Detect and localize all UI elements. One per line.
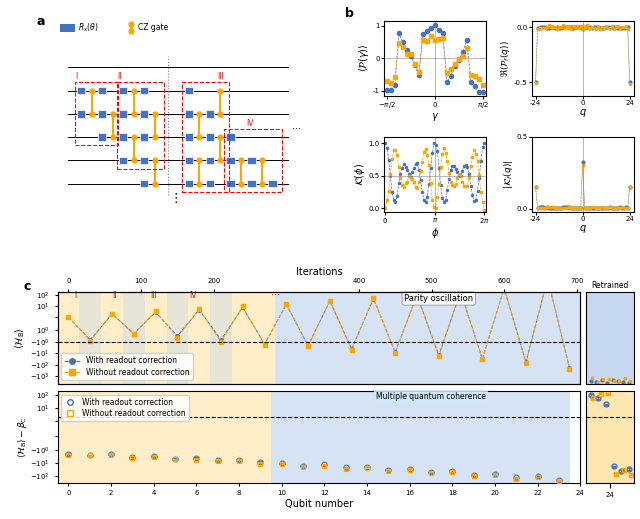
- Bar: [119, 133, 127, 141]
- Y-axis label: $\langle\mathcal{P}(\gamma)\rangle$: $\langle\mathcal{P}(\gamma)\rangle$: [357, 44, 371, 73]
- Bar: [166, 292, 188, 384]
- Bar: [119, 157, 127, 164]
- Text: I: I: [74, 291, 76, 299]
- Bar: [210, 292, 232, 384]
- Text: c: c: [24, 280, 31, 293]
- Text: Multiple quantum coherence: Multiple quantum coherence: [376, 392, 486, 401]
- Text: III: III: [150, 291, 157, 299]
- Bar: [275, 292, 580, 384]
- Text: IV: IV: [189, 291, 196, 299]
- X-axis label: Qubit number: Qubit number: [285, 499, 353, 509]
- Bar: [119, 110, 127, 118]
- Text: ···: ···: [271, 290, 280, 299]
- Bar: [227, 180, 235, 187]
- Text: CZ gate: CZ gate: [138, 23, 168, 33]
- Bar: [140, 110, 148, 118]
- Text: III: III: [218, 72, 224, 81]
- Y-axis label: $\langle\mathcal{H}_\mathrm{B}\rangle - \beta_\mathrm{C}$: $\langle\mathcal{H}_\mathrm{B}\rangle - …: [16, 416, 29, 458]
- Bar: [119, 87, 127, 94]
- Bar: [60, 23, 75, 32]
- Bar: [205, 180, 214, 187]
- Text: IV: IV: [246, 119, 254, 128]
- Bar: [77, 110, 85, 118]
- Y-axis label: $|\mathcal{K}_f(q)|$: $|\mathcal{K}_f(q)|$: [502, 159, 515, 189]
- Bar: [77, 87, 85, 94]
- Text: ⋮: ⋮: [170, 193, 182, 206]
- X-axis label: Iterations: Iterations: [296, 267, 342, 277]
- Bar: [98, 133, 106, 141]
- Bar: [227, 133, 235, 141]
- Text: II: II: [112, 291, 116, 299]
- Bar: [205, 133, 214, 141]
- Y-axis label: $\mathcal{K}(\phi)$: $\mathcal{K}(\phi)$: [353, 162, 367, 186]
- Bar: [227, 157, 235, 164]
- Bar: [98, 87, 106, 94]
- X-axis label: $q$: $q$: [579, 223, 586, 235]
- Bar: [271, 391, 570, 483]
- Text: II: II: [117, 72, 122, 81]
- X-axis label: $\gamma$: $\gamma$: [431, 111, 439, 123]
- Bar: [140, 87, 148, 94]
- Bar: [248, 157, 256, 164]
- Bar: [123, 292, 145, 384]
- Text: $R_x(\theta)$: $R_x(\theta)$: [78, 22, 99, 34]
- X-axis label: $\phi$: $\phi$: [431, 226, 439, 240]
- Y-axis label: $\langle\mathcal{H}_\mathrm{B}\rangle$: $\langle\mathcal{H}_\mathrm{B}\rangle$: [13, 327, 28, 349]
- Y-axis label: $\Re(\mathcal{P}_f(q))$: $\Re(\mathcal{P}_f(q))$: [499, 40, 513, 77]
- Legend: With readout correction, Without readout correction: With readout correction, Without readout…: [61, 395, 189, 421]
- Text: Parity oscillation: Parity oscillation: [404, 294, 474, 303]
- X-axis label: $q$: $q$: [579, 107, 586, 119]
- Bar: [205, 110, 214, 118]
- Bar: [140, 133, 148, 141]
- Bar: [184, 133, 193, 141]
- Bar: [98, 110, 106, 118]
- Bar: [184, 110, 193, 118]
- Text: Retrained: Retrained: [591, 281, 628, 290]
- Bar: [79, 292, 101, 384]
- Bar: [140, 157, 148, 164]
- Bar: [184, 157, 193, 164]
- Bar: [205, 157, 214, 164]
- Bar: [268, 180, 277, 187]
- Bar: [248, 180, 256, 187]
- Text: a: a: [36, 15, 45, 28]
- Bar: [58, 391, 271, 483]
- Text: I: I: [76, 72, 77, 81]
- Text: b: b: [345, 7, 354, 20]
- Bar: [184, 87, 193, 94]
- Legend: With readout correction, Without readout correction: With readout correction, Without readout…: [61, 353, 193, 380]
- Bar: [58, 292, 275, 384]
- Bar: [140, 180, 148, 187]
- Bar: [184, 180, 193, 187]
- Text: ...: ...: [292, 120, 301, 130]
